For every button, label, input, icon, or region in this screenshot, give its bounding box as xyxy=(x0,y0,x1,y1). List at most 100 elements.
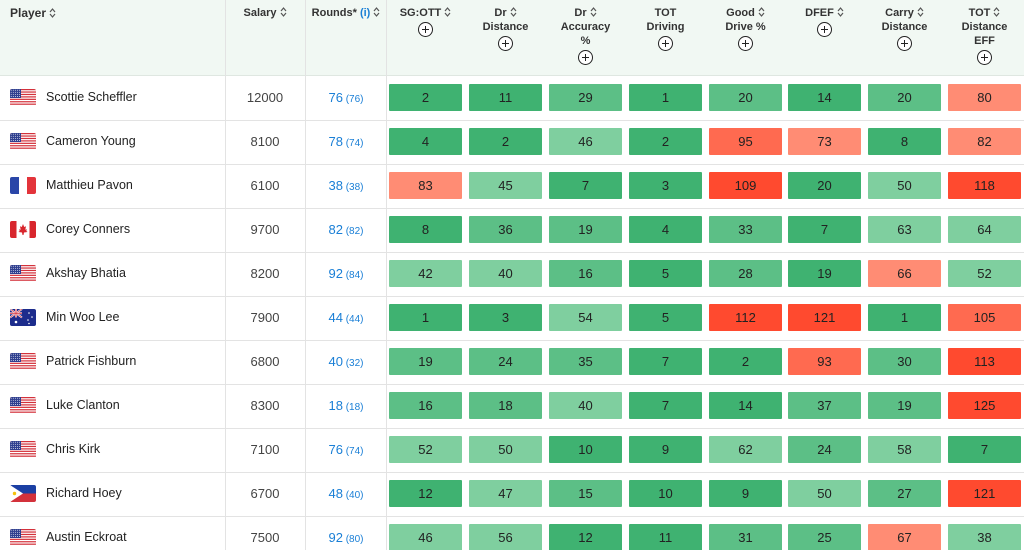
add-column-plus-icon[interactable] xyxy=(738,36,753,51)
stat-cell: 4 xyxy=(389,128,462,155)
column-header-stat[interactable]: TOT Driving xyxy=(626,0,705,81)
table-row[interactable]: Luke Clanton 8300 18 (18) 16 18 40 7 14 37 19 125 xyxy=(0,384,1024,429)
add-column-plus-icon[interactable] xyxy=(658,36,673,51)
rounds-value[interactable]: 38 (38) xyxy=(306,164,386,210)
rounds-count[interactable]: 48 xyxy=(328,486,343,501)
column-divider xyxy=(305,0,306,550)
player-name[interactable]: Min Woo Lee xyxy=(46,310,120,324)
sort-icon[interactable] xyxy=(373,6,380,18)
rounds-count[interactable]: 38 xyxy=(328,178,343,193)
us-flag-icon xyxy=(10,397,36,414)
rounds-value[interactable]: 76 (74) xyxy=(306,428,386,474)
add-column-plus-icon[interactable] xyxy=(418,22,433,37)
rounds-value[interactable]: 78 (74) xyxy=(306,120,386,166)
column-header-stat[interactable]: DFEF xyxy=(785,0,864,81)
table-row[interactable]: Richard Hoey 6700 48 (40) 12 47 15 10 9 50 27 121 xyxy=(0,472,1024,517)
sort-icon[interactable] xyxy=(280,6,287,18)
rounds-count[interactable]: 92 xyxy=(328,530,343,545)
stat-cell: 7 xyxy=(948,436,1021,463)
column-header-stat[interactable]: Good Drive % xyxy=(706,0,785,81)
rounds-value[interactable]: 76 (76) xyxy=(306,76,386,122)
column-header-player[interactable]: Player xyxy=(10,6,56,20)
rounds-count[interactable]: 82 xyxy=(328,222,343,237)
stat-header-label: Driving xyxy=(646,21,685,33)
player-name[interactable]: Scottie Scheffler xyxy=(46,90,137,104)
player-name[interactable]: Akshay Bhatia xyxy=(46,266,126,280)
player-name[interactable]: Austin Eckroat xyxy=(46,530,127,544)
column-header-stat[interactable]: SG:OTT xyxy=(386,0,465,81)
stat-cell: 112 xyxy=(709,304,782,331)
sort-icon[interactable] xyxy=(590,6,597,18)
stat-cell: 9 xyxy=(709,480,782,507)
salary-value: 8200 xyxy=(250,266,280,281)
rounds-value[interactable]: 92 (80) xyxy=(306,516,386,550)
rounds-value[interactable]: 82 (82) xyxy=(306,208,386,254)
add-column-plus-icon[interactable] xyxy=(817,22,832,37)
rounds-count[interactable]: 44 xyxy=(328,310,343,325)
table-row[interactable]: Min Woo Lee 7900 44 (44) 1 3 54 5 112 121 1 105 xyxy=(0,296,1024,341)
player-name[interactable]: Richard Hoey xyxy=(46,486,122,500)
add-column-plus-icon[interactable] xyxy=(977,50,992,65)
column-header-stat[interactable]: Carry Distance xyxy=(865,0,944,81)
rounds-count[interactable]: 18 xyxy=(328,398,343,413)
rounds-count[interactable]: 92 xyxy=(328,266,343,281)
stat-cell: 80 xyxy=(948,84,1021,111)
player-name[interactable]: Matthieu Pavon xyxy=(46,178,133,192)
rounds-value[interactable]: 92 (84) xyxy=(306,252,386,298)
stat-header-label: Carry xyxy=(885,7,914,19)
sort-icon[interactable] xyxy=(49,7,56,19)
sort-icon[interactable] xyxy=(917,6,924,18)
stat-cell: 50 xyxy=(868,172,941,199)
stat-cell: 42 xyxy=(389,260,462,287)
rounds-value[interactable]: 18 (18) xyxy=(306,384,386,430)
stat-cell: 2 xyxy=(629,128,702,155)
ca-flag-icon xyxy=(10,221,36,238)
sort-icon[interactable] xyxy=(444,6,451,18)
stat-cell: 58 xyxy=(868,436,941,463)
player-name[interactable]: Luke Clanton xyxy=(46,398,120,412)
column-header-salary[interactable]: Salary xyxy=(226,0,304,81)
rounds-value[interactable]: 40 (32) xyxy=(306,340,386,386)
stat-cell: 46 xyxy=(549,128,622,155)
table-row[interactable]: Matthieu Pavon 6100 38 (38) 83 45 7 3 109 20 50 11… xyxy=(0,164,1024,209)
ph-flag-icon xyxy=(10,485,36,502)
rounds-value[interactable]: 48 (40) xyxy=(306,472,386,518)
player-name[interactable]: Chris Kirk xyxy=(46,442,101,456)
column-header-rounds[interactable]: Rounds* (i) xyxy=(306,0,386,81)
sort-icon[interactable] xyxy=(837,6,844,18)
table-row[interactable]: Akshay Bhatia 8200 92 (84) 42 40 16 5 28 19 66 52 xyxy=(0,252,1024,297)
table-row[interactable]: Patrick Fishburn 6800 40 (32) 19 24 35 7 2 93 30 1… xyxy=(0,340,1024,385)
stat-cell: 66 xyxy=(868,260,941,287)
column-header-stat[interactable]: Dr Accuracy% xyxy=(546,0,625,81)
column-header-stat[interactable]: Dr Distance xyxy=(466,0,545,81)
us-flag-icon xyxy=(10,89,36,106)
sort-icon[interactable] xyxy=(510,6,517,18)
table-row[interactable]: Cameron Young 8100 78 (74) 4 2 46 2 95 73 8 82 xyxy=(0,120,1024,165)
rounds-sub-count: (38) xyxy=(342,182,364,193)
rounds-value[interactable]: 44 (44) xyxy=(306,296,386,342)
add-column-plus-icon[interactable] xyxy=(498,36,513,51)
rounds-info-icon[interactable]: (i) xyxy=(359,7,371,19)
table-row[interactable]: Chris Kirk 7100 76 (74) 52 50 10 9 62 24 58 7 xyxy=(0,428,1024,473)
stat-cell: 54 xyxy=(549,304,622,331)
add-column-plus-icon[interactable] xyxy=(897,36,912,51)
stat-cell: 95 xyxy=(709,128,782,155)
column-header-stat[interactable]: TOT Distance EFF xyxy=(945,0,1024,81)
stat-cell: 2 xyxy=(709,348,782,375)
player-name[interactable]: Patrick Fishburn xyxy=(46,354,137,368)
table-header: Player Salary Rounds* (i) SG:OTT Dr Distan… xyxy=(0,0,1024,76)
rounds-count[interactable]: 40 xyxy=(328,354,343,369)
player-name[interactable]: Cameron Young xyxy=(46,134,136,148)
add-column-plus-icon[interactable] xyxy=(578,50,593,65)
sort-icon[interactable] xyxy=(758,6,765,18)
rounds-count[interactable]: 76 xyxy=(328,90,343,105)
rounds-count[interactable]: 76 xyxy=(328,442,343,457)
table-row[interactable]: Austin Eckroat 7500 92 (80) 46 56 12 11 31 25 67 3… xyxy=(0,516,1024,550)
stat-cell: 14 xyxy=(788,84,861,111)
sort-icon[interactable] xyxy=(993,6,1000,18)
player-name[interactable]: Corey Conners xyxy=(46,222,131,236)
rounds-count[interactable]: 78 xyxy=(328,134,343,149)
table-row[interactable]: Scottie Scheffler 12000 76 (76) 2 11 29 1 20 14 2… xyxy=(0,76,1024,121)
stat-cell: 38 xyxy=(948,524,1021,550)
table-row[interactable]: Corey Conners 9700 82 (82) 8 36 19 4 33 7 63 64 xyxy=(0,208,1024,253)
